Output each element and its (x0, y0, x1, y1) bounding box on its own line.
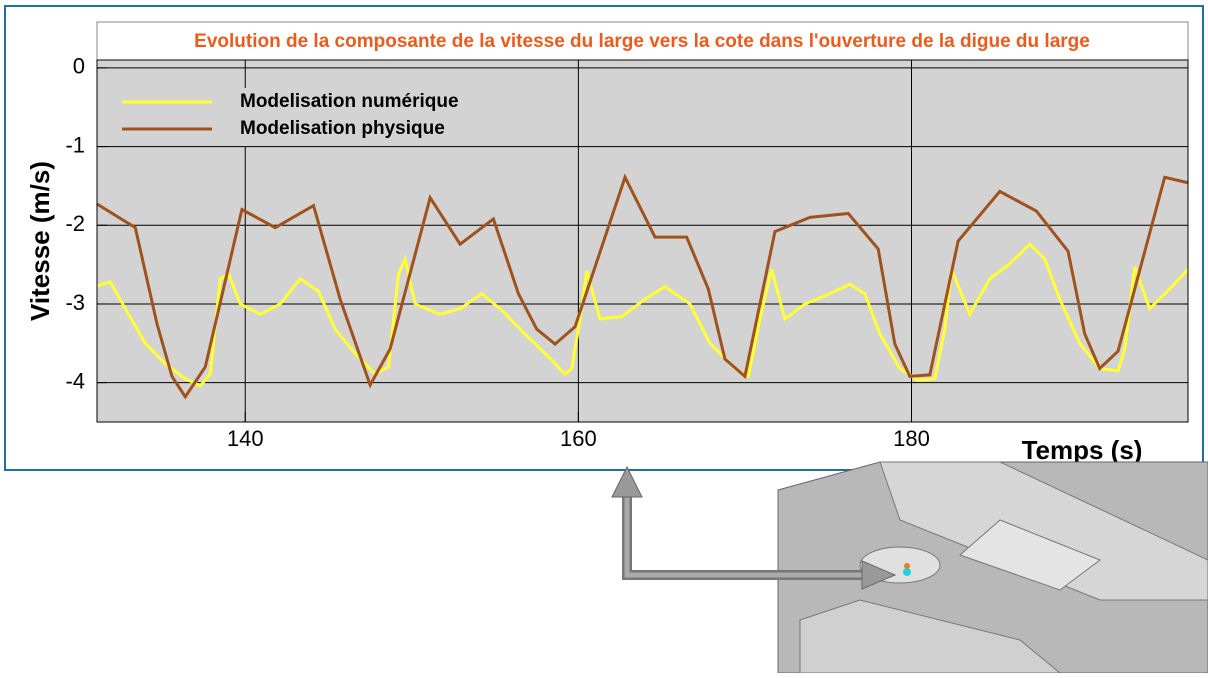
x-tick-label: 160 (560, 426, 597, 451)
legend: Modelisation numérique Modelisation physi… (117, 88, 507, 146)
y-tick-label: -4 (65, 368, 85, 393)
mesh-view (778, 462, 1208, 673)
legend-label: Modelisation numérique (240, 91, 459, 112)
x-tick-label: 140 (227, 426, 264, 451)
y-axis-label: Vitesse (m/s) (25, 161, 55, 321)
y-tick-label: -1 (65, 132, 85, 157)
y-tick-label: -3 (65, 290, 85, 315)
y-tick-label: -2 (65, 211, 85, 236)
chart-title: Evolution de la composante de la vitesse… (194, 31, 1090, 52)
legend-label: Modelisation physique (240, 118, 445, 139)
x-axis-label: Temps (s) (1022, 435, 1143, 465)
x-tick-label: 180 (893, 426, 930, 451)
figure: Evolution de la composante de la vitesse… (0, 0, 1208, 673)
page: {"chart_data": {"type": "line", "title":… (0, 0, 1208, 678)
y-tick-label: 0 (73, 54, 85, 79)
